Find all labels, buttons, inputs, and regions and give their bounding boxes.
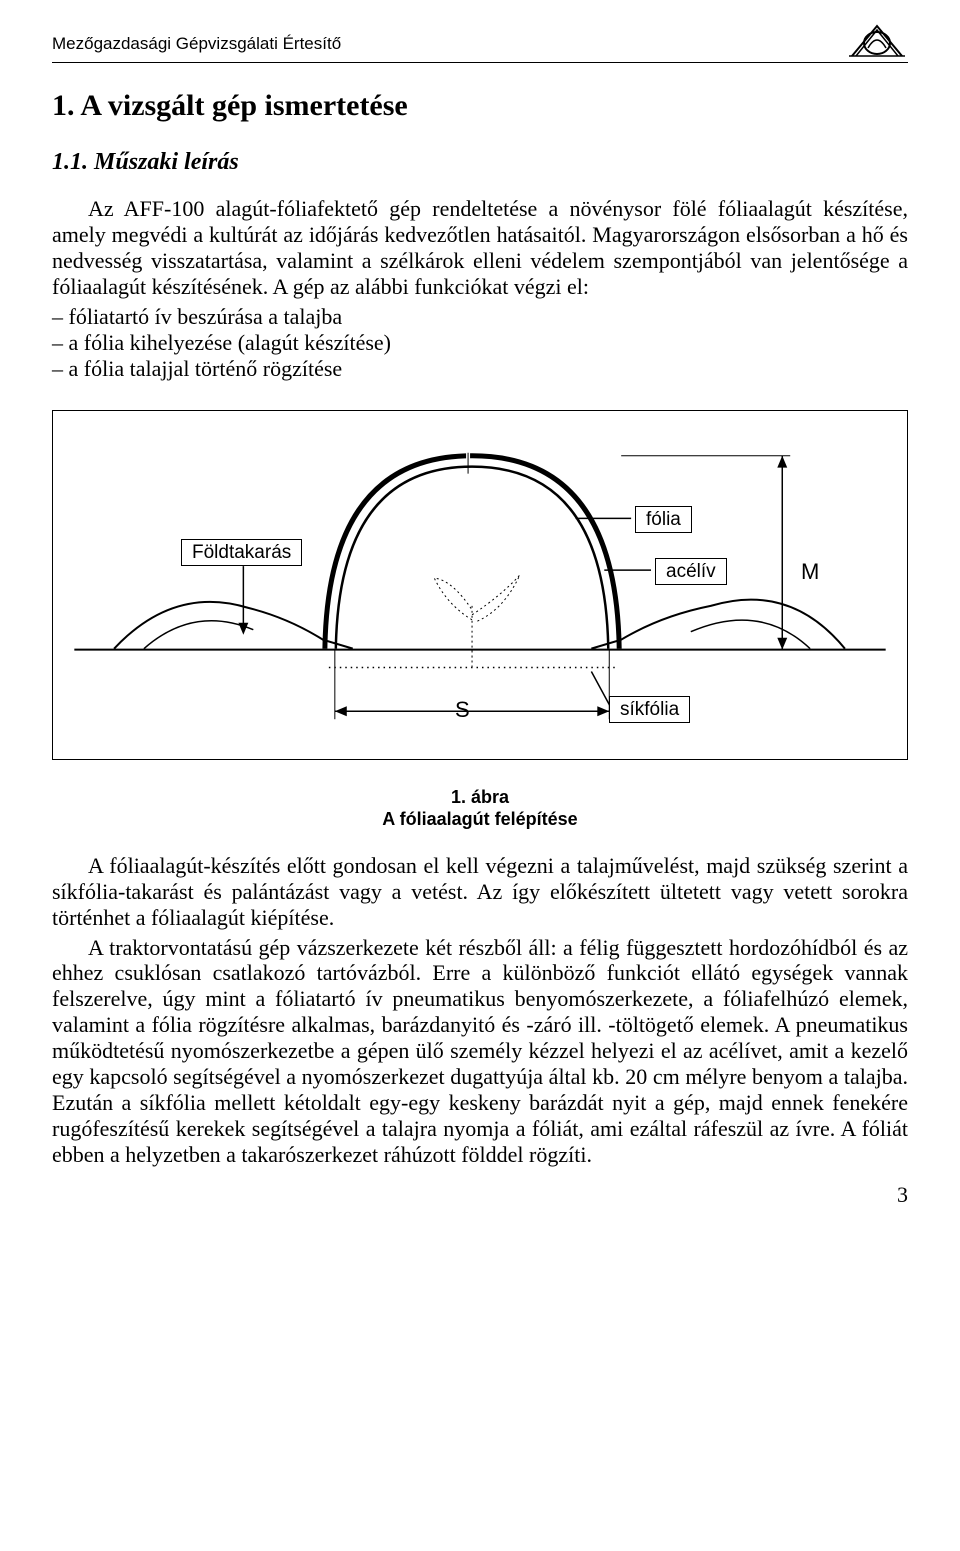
header-title: Mezőgazdasági Gépvizsgálati Értesítő	[52, 20, 341, 54]
figure-svg	[53, 411, 907, 759]
paragraph-3: A traktorvontatású gép vázszerkezete két…	[52, 935, 908, 1169]
figure-caption: 1. ábra A fóliaalagút felépítése	[52, 786, 908, 831]
figure-label-sikfolia: síkfólia	[609, 696, 690, 723]
section-heading-1: 1. A vizsgált gép ismertetése	[52, 89, 908, 123]
figure-caption-line2: A fóliaalagút felépítése	[382, 809, 577, 829]
page-number: 3	[52, 1182, 908, 1208]
figure-label-aceliv: acélív	[655, 558, 727, 585]
bullet-item: – a fólia talajjal történő rögzítése	[52, 356, 908, 382]
bullet-list: – fóliatartó ív beszúrása a talajba – a …	[52, 304, 908, 382]
figure-label-foldtakaras: Földtakarás	[181, 539, 302, 566]
section-heading-1-1: 1.1. Műszaki leírás	[52, 149, 908, 176]
logo-icon	[846, 20, 908, 60]
figure-label-m: M	[801, 559, 819, 585]
header: Mezőgazdasági Gépvizsgálati Értesítő	[52, 20, 908, 63]
bullet-item: – fóliatartó ív beszúrása a talajba	[52, 304, 908, 330]
paragraph-1: Az AFF-100 alagút-fóliafektető gép rende…	[52, 196, 908, 300]
figure-label-s: S	[455, 697, 470, 723]
figure-caption-line1: 1. ábra	[451, 787, 509, 807]
figure-1: Földtakarás fólia acélív síkfólia S M	[52, 410, 908, 760]
bullet-item: – a fólia kihelyezése (alagút készítése)	[52, 330, 908, 356]
paragraph-2: A fóliaalagút-készítés előtt gondosan el…	[52, 853, 908, 931]
figure-label-folia: fólia	[635, 506, 692, 533]
